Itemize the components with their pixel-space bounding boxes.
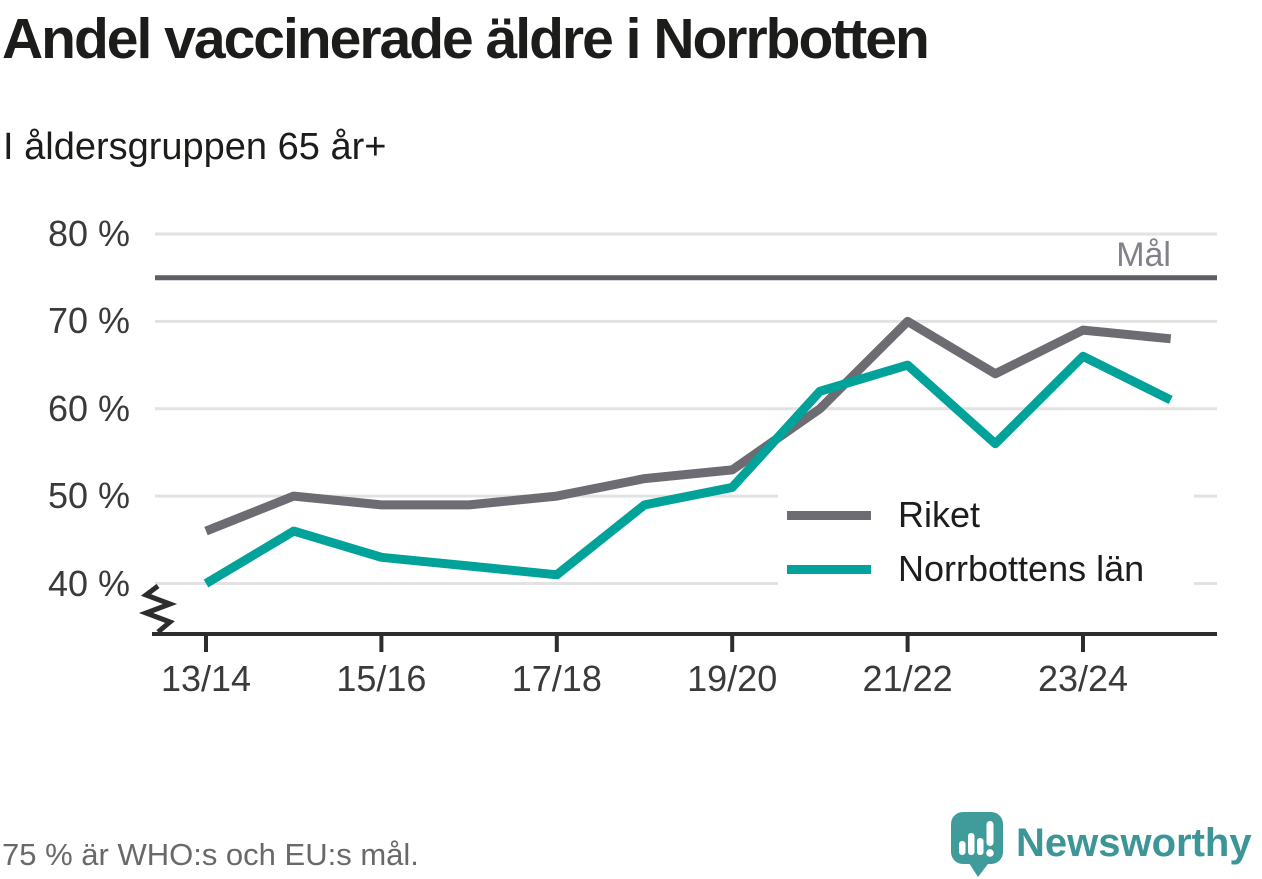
x-axis-ticks: [204, 634, 1085, 652]
series-line-riket: [204, 316, 1172, 536]
legend: Riket Norrbottens län: [778, 488, 1194, 600]
legend-label-riket: Riket: [898, 494, 981, 535]
series-lines: [203, 316, 1173, 588]
x-tick-label: 15/16: [336, 658, 427, 699]
newsworthy-logo: Newsworthy: [950, 810, 1260, 879]
chart-title: Andel vaccinerade äldre i Norrbotten: [2, 7, 930, 71]
footer-note: 75 % är WHO:s och EU:s mål.: [2, 837, 419, 872]
legend-row-riket: Riket: [778, 488, 1194, 542]
y-tick-label: 50 %: [47, 475, 130, 517]
y-tick-label: 60 %: [47, 387, 130, 429]
legend-swatch-riket: [787, 510, 871, 520]
x-tick-label: 17/18: [511, 658, 602, 699]
legend-swatch-norrbotten: [787, 564, 871, 574]
y-tick-label: 80 %: [47, 213, 130, 254]
y-tick-label: 70 %: [47, 300, 130, 342]
legend-label-norrbotten: Norrbottens län: [898, 548, 1145, 589]
legend-row-norrbotten: Norrbottens län: [778, 542, 1194, 596]
y-tick-label: 40 %: [47, 562, 130, 604]
goal-line-label: Mål: [1116, 236, 1171, 274]
newsworthy-logo-text: Newsworthy: [1016, 821, 1252, 865]
x-tick-label: 21/22: [862, 658, 953, 699]
x-tick-label: 13/14: [160, 658, 252, 699]
newsworthy-logo-icon: [951, 812, 1003, 877]
x-tick-label: 19/20: [687, 658, 778, 699]
axis-break-zigzag: [138, 584, 178, 634]
series-line-norrbottens-l-n: [203, 351, 1173, 588]
x-tick-label: 23/24: [1037, 658, 1129, 699]
chart-subtitle: I åldersgruppen 65 år+: [3, 126, 387, 168]
